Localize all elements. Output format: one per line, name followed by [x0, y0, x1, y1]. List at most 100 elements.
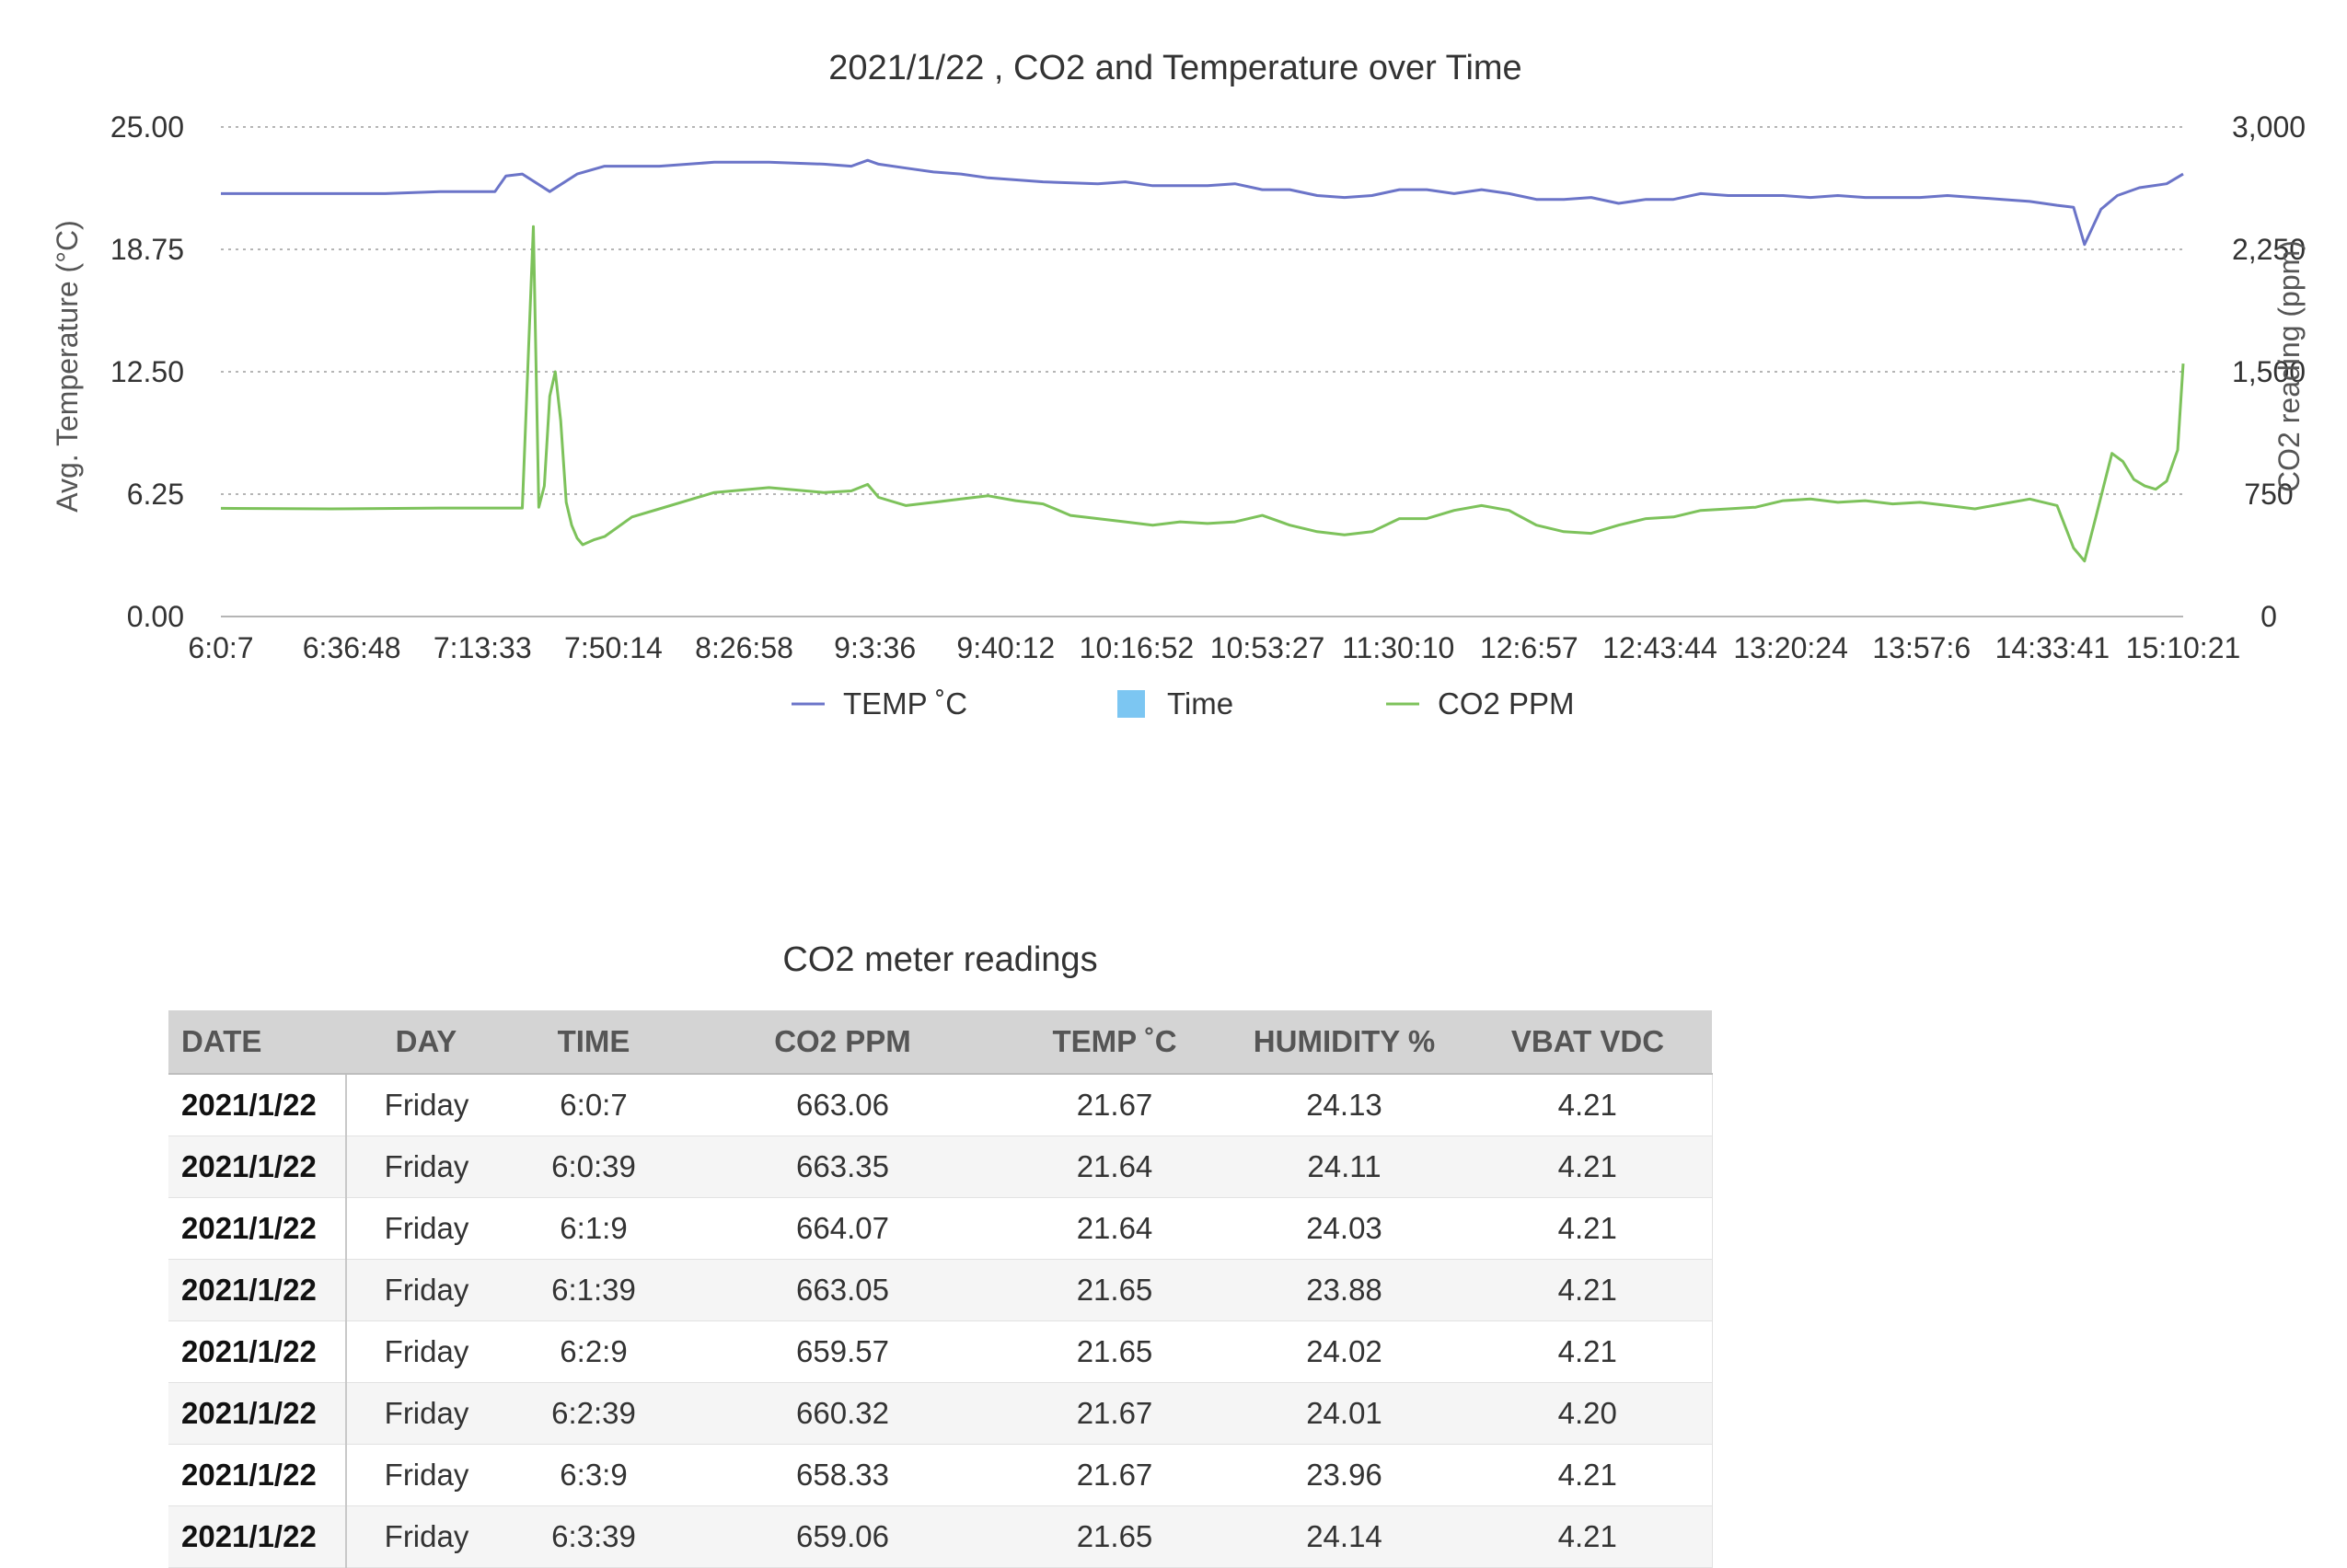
- table-cell: 21.65: [1004, 1320, 1225, 1383]
- table-cell: 664.07: [681, 1197, 1004, 1260]
- y-left-tick-label: 25.00: [110, 110, 184, 144]
- column-header: VBAT VDC: [1463, 1010, 1712, 1075]
- legend-item[interactable]: CO2 PPM: [1386, 686, 1575, 721]
- x-tick-label: 8:26:58: [695, 631, 793, 664]
- chart-title: 2021/1/22 , CO2 and Temperature over Tim…: [828, 49, 1521, 87]
- table-cell: 24.02: [1225, 1320, 1463, 1383]
- y-left-tick-label: 0.00: [127, 600, 184, 633]
- column-header: TIME: [506, 1010, 681, 1075]
- table-cell: 6:0:7: [506, 1074, 681, 1136]
- series-layer: [220, 158, 2185, 563]
- x-tick-label: 12:6:57: [1480, 631, 1578, 664]
- table-cell: 21.65: [1004, 1505, 1225, 1568]
- table-cell: 658.33: [681, 1444, 1004, 1506]
- column-header: CO2 PPM: [681, 1010, 1004, 1075]
- table-cell: 4.21: [1463, 1197, 1713, 1260]
- y-right-axis-label: CO2 reading (ppm): [2272, 240, 2306, 492]
- table-cell: 2021/1/22: [168, 1320, 347, 1383]
- table-cell: 659.06: [681, 1505, 1004, 1568]
- y-left-tick-labels: 0.00 6.25 12.50 18.75 25.00: [110, 110, 184, 633]
- y-left-tick-label: 18.75: [110, 233, 184, 266]
- x-tick-label: 13:20:24: [1733, 631, 1848, 664]
- table-cell: 2021/1/22: [168, 1197, 347, 1260]
- table-cell: 24.11: [1225, 1136, 1463, 1198]
- legend-item[interactable]: TEMP ˚C: [792, 686, 967, 721]
- x-tick-label: 15:10:21: [2126, 631, 2241, 664]
- x-tick-label: 13:57:6: [1872, 631, 1971, 664]
- column-header: HUMIDITY %: [1225, 1010, 1463, 1075]
- table-cell: 659.57: [681, 1320, 1004, 1383]
- table-cell: 4.21: [1463, 1136, 1713, 1198]
- table-cell: 24.14: [1225, 1505, 1463, 1568]
- y-left-tick-label: 12.50: [110, 355, 184, 388]
- y-left-tick-label: 6.25: [127, 478, 184, 511]
- table-cell: 21.67: [1004, 1444, 1225, 1506]
- table-cell: 21.64: [1004, 1136, 1225, 1198]
- series-line-co2-ppm: [220, 225, 2185, 563]
- x-tick-label: 12:43:44: [1602, 631, 1717, 664]
- table-cell: 23.96: [1225, 1444, 1463, 1506]
- table-row: 2021/1/22 Friday 6:2:9 659.57 21.65 24.02 4.21: [168, 1320, 1713, 1383]
- table-cell: Friday: [346, 1136, 506, 1198]
- table-cell: 2021/1/22: [168, 1382, 347, 1445]
- table-cell: Friday: [346, 1197, 506, 1260]
- table-cell: 24.03: [1225, 1197, 1463, 1260]
- legend-item[interactable]: Time: [1117, 686, 1233, 721]
- table-cell: 2021/1/22: [168, 1259, 347, 1321]
- table-header-row: DATE DAY TIME CO2 PPM TEMP ˚C HUMIDITY % VBAT …: [168, 1010, 1712, 1075]
- x-tick-label: 6:36:48: [303, 631, 401, 664]
- readings-table: DATE DAY TIME CO2 PPM TEMP ˚C HUMIDITY % VBAT …: [168, 1010, 1713, 1568]
- y-right-tick-label: 0: [2260, 600, 2277, 633]
- table-cell: 21.64: [1004, 1197, 1225, 1260]
- y-left-axis-label: Avg. Temperature (°C): [51, 220, 84, 513]
- table-cell: 4.21: [1463, 1320, 1713, 1383]
- grid-lines: [221, 126, 2183, 617]
- table-cell: 6:1:9: [506, 1197, 681, 1260]
- table-cell: 21.67: [1004, 1382, 1225, 1445]
- table-cell: 6:1:39: [506, 1259, 681, 1321]
- x-tick-label: 10:16:52: [1080, 631, 1195, 664]
- table-title: CO2 meter readings: [782, 940, 1098, 979]
- x-tick-label: 11:30:10: [1342, 631, 1454, 664]
- table-cell: 6:2:39: [506, 1382, 681, 1445]
- table-cell: 24.13: [1225, 1074, 1463, 1136]
- series-line-temp-c: [221, 158, 2184, 247]
- table-cell: Friday: [346, 1074, 506, 1136]
- x-tick-label: 10:53:27: [1210, 631, 1325, 664]
- table-body: 2021/1/22 Friday 6:0:7 663.06 21.67 24.13 4.21…: [168, 1074, 1713, 1568]
- table-cell: Friday: [346, 1505, 506, 1568]
- legend[interactable]: TEMP ˚C Time CO2 PPM: [792, 686, 1575, 721]
- table-cell: 23.88: [1225, 1259, 1463, 1321]
- x-tick-label: 6:0:7: [188, 631, 253, 664]
- table-row: 2021/1/22 Friday 6:3:9 658.33 21.67 23.96 4.21: [168, 1444, 1713, 1506]
- table-cell: 4.21: [1463, 1259, 1713, 1321]
- table-cell: Friday: [346, 1444, 506, 1506]
- table-cell: 21.67: [1004, 1074, 1225, 1136]
- table-row: 2021/1/22 Friday 6:2:39 660.32 21.67 24.01 4.2…: [168, 1382, 1713, 1445]
- table-cell: Friday: [346, 1320, 506, 1383]
- table-row: 2021/1/22 Friday 6:1:39 663.05 21.65 23.88 4.2…: [168, 1259, 1713, 1321]
- y-right-tick-label: 3,000: [2232, 110, 2306, 144]
- table-cell: 663.05: [681, 1259, 1004, 1321]
- table-row: 2021/1/22 Friday 6:1:9 664.07 21.64 24.03 4.21: [168, 1197, 1713, 1260]
- table-cell: 4.20: [1463, 1382, 1713, 1445]
- table-cell: 6:2:9: [506, 1320, 681, 1383]
- table-cell: 4.21: [1463, 1505, 1713, 1568]
- x-tick-labels: 6:0:7 6:36:48 7:13:33 7:50:14 8:26:58 9:3:36 9…: [188, 631, 2240, 664]
- table-cell: 2021/1/22: [168, 1444, 347, 1506]
- table-cell: 2021/1/22: [168, 1136, 347, 1198]
- y-right-tick-labels: 0 750 1,500 2,250 3,000: [2232, 110, 2306, 633]
- table-cell: 663.35: [681, 1136, 1004, 1198]
- y-right-tick-label: 2,250: [2232, 233, 2306, 266]
- legend-marker: [1117, 690, 1145, 718]
- co2-temperature-chart: 2021/1/22 , CO2 and Temperature over Tim…: [51, 49, 2306, 721]
- y-right-tick-label: 750: [2244, 478, 2293, 511]
- legend-label: TEMP ˚C: [843, 686, 967, 721]
- x-tick-label: 9:40:12: [956, 631, 1055, 664]
- y-right-tick-label: 1,500: [2232, 355, 2306, 388]
- column-header: TEMP ˚C: [1004, 1010, 1225, 1075]
- x-tick-label: 14:33:41: [1995, 631, 2110, 664]
- column-header: DATE: [168, 1010, 346, 1075]
- table-cell: 660.32: [681, 1382, 1004, 1445]
- table-cell: 4.21: [1463, 1444, 1713, 1506]
